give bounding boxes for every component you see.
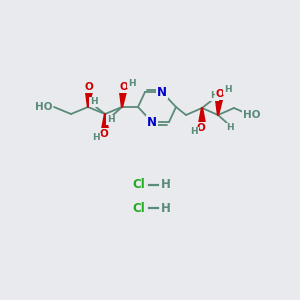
Polygon shape (119, 91, 127, 107)
Text: H: H (224, 85, 232, 94)
Text: H: H (210, 92, 218, 100)
Text: H: H (107, 116, 115, 124)
Polygon shape (85, 91, 92, 107)
Text: Cl: Cl (132, 202, 145, 214)
Text: H: H (190, 128, 198, 136)
Text: O: O (100, 129, 108, 139)
Text: H: H (161, 178, 171, 191)
Text: H: H (226, 124, 234, 133)
Text: N: N (157, 85, 167, 98)
Text: H: H (128, 79, 136, 88)
Text: HO: HO (34, 102, 52, 112)
Text: H: H (92, 134, 100, 142)
Text: H: H (90, 98, 98, 106)
Text: H: H (161, 202, 171, 214)
Text: O: O (120, 82, 128, 92)
Polygon shape (101, 114, 109, 130)
Text: O: O (85, 82, 93, 92)
Polygon shape (199, 108, 206, 124)
Text: O: O (196, 123, 206, 133)
Text: N: N (147, 116, 157, 128)
Text: Cl: Cl (132, 178, 145, 191)
Text: O: O (216, 89, 224, 99)
Text: HO: HO (243, 110, 261, 120)
Polygon shape (215, 99, 223, 115)
